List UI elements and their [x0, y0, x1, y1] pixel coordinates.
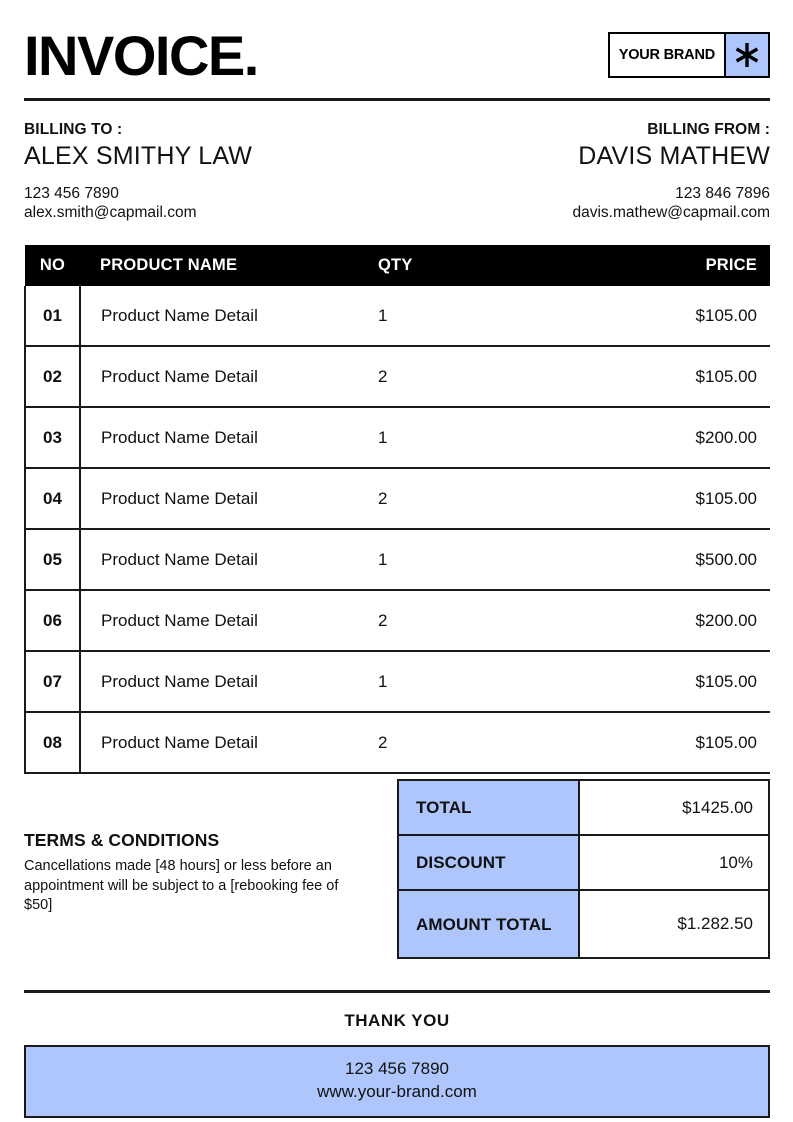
billing-to-email: alex.smith@capmail.com	[24, 204, 197, 222]
header-divider	[24, 98, 770, 101]
row-price: $200.00	[548, 407, 770, 470]
billing-from-label: BILLING FROM :	[647, 121, 770, 138]
column-header-price: PRICE	[548, 245, 770, 287]
totals-row-total: TOTAL $1425.00	[397, 779, 770, 837]
table-row: 06 Product Name Detail 2 $200.00	[24, 590, 770, 653]
row-qty: 2	[378, 346, 548, 409]
total-label: TOTAL	[397, 779, 580, 837]
row-number: 04	[24, 468, 81, 531]
row-product-name: Product Name Detail	[80, 346, 378, 409]
amount-total-label: AMOUNT TOTAL	[397, 889, 580, 960]
row-qty: 2	[378, 712, 548, 775]
billing-from-contact: 123 846 7896 davis.mathew@capmail.com	[573, 184, 771, 224]
table-row: 08 Product Name Detail 2 $105.00	[24, 712, 770, 775]
billing-to-name: ALEX SMITHY LAW	[24, 142, 253, 170]
thank-you-text: THANK YOU	[344, 1011, 450, 1031]
table-row: 05 Product Name Detail 1 $500.00	[24, 529, 770, 592]
invoice-header: INVOICE. YOUR BRAND	[24, 0, 770, 86]
row-qty: 1	[378, 529, 548, 592]
footer-phone: 123 456 7890	[345, 1059, 449, 1079]
table-row: 03 Product Name Detail 1 $200.00	[24, 407, 770, 470]
column-header-no: NO	[25, 245, 80, 287]
row-product-name: Product Name Detail	[80, 590, 378, 653]
terms-body: Cancellations made [48 hours] or less be…	[24, 858, 339, 914]
items-table-body: 01 Product Name Detail 1 $105.00 02 Prod…	[24, 286, 770, 775]
row-qty: 1	[378, 651, 548, 714]
row-price: $105.00	[548, 286, 770, 348]
table-row: 04 Product Name Detail 2 $105.00	[24, 468, 770, 531]
row-product-name: Product Name Detail	[80, 651, 378, 714]
row-product-name: Product Name Detail	[80, 468, 378, 531]
row-price: $105.00	[548, 712, 770, 775]
footer-divider	[24, 990, 770, 994]
billing-from-block: BILLING FROM : DAVIS MATHEW 123 846 7896…	[573, 121, 771, 223]
row-qty: 1	[378, 286, 548, 348]
row-number: 03	[24, 407, 81, 470]
row-number: 07	[24, 651, 81, 714]
discount-value: 10%	[578, 834, 770, 892]
row-number: 05	[24, 529, 81, 592]
row-price: $105.00	[548, 651, 770, 714]
discount-label: DISCOUNT	[397, 834, 580, 892]
billing-from-email: davis.mathew@capmail.com	[572, 204, 771, 222]
footer-website[interactable]: www.your-brand.com	[317, 1081, 477, 1101]
asterisk-icon	[724, 34, 768, 76]
column-header-product-name: PRODUCT NAME	[80, 245, 378, 287]
row-number: 02	[24, 346, 81, 409]
billing-to-phone: 123 456 7890	[24, 184, 119, 202]
billing-to-label: BILLING TO :	[24, 121, 123, 138]
row-qty: 1	[378, 407, 548, 470]
column-header-qty: QTY	[378, 245, 548, 287]
terms-block: TERMS & CONDITIONS Cancellations made [4…	[24, 774, 354, 916]
table-row: 07 Product Name Detail 1 $105.00	[24, 651, 770, 714]
summary-section: TERMS & CONDITIONS Cancellations made [4…	[24, 774, 770, 960]
brand-name-label: YOUR BRAND	[618, 47, 715, 63]
row-price: $500.00	[548, 529, 770, 592]
totals-row-amount-total: AMOUNT TOTAL $1.282.50	[397, 889, 770, 960]
row-price: $105.00	[548, 468, 770, 531]
amount-total-value: $1.282.50	[578, 889, 770, 960]
items-table-head: NO PRODUCT NAME QTY PRICE	[25, 245, 770, 287]
row-number: 06	[24, 590, 81, 653]
row-price: $105.00	[548, 346, 770, 409]
invoice-page: INVOICE. YOUR BRAND BILLING TO : ALEX SM…	[24, 0, 770, 1122]
totals-table: TOTAL $1425.00 DISCOUNT 10% AMOUNT TOTAL…	[397, 779, 770, 960]
row-product-name: Product Name Detail	[80, 407, 378, 470]
row-number: 08	[24, 712, 81, 775]
row-qty: 2	[378, 590, 548, 653]
totals-row-discount: DISCOUNT 10%	[397, 834, 770, 892]
row-number: 01	[24, 286, 81, 348]
billing-to-contact: 123 456 7890 alex.smith@capmail.com	[24, 184, 252, 224]
terms-title: TERMS & CONDITIONS	[24, 830, 220, 851]
brand-logo: YOUR BRAND	[607, 32, 770, 78]
billing-from-phone: 123 846 7896	[675, 184, 770, 202]
row-price: $200.00	[548, 590, 770, 653]
row-qty: 2	[378, 468, 548, 531]
row-product-name: Product Name Detail	[80, 712, 378, 775]
row-product-name: Product Name Detail	[80, 286, 378, 348]
items-table: NO PRODUCT NAME QTY PRICE 01 Product Nam…	[24, 245, 770, 775]
page-title: INVOICE.	[24, 24, 259, 87]
footer-contact-band: 123 456 7890 www.your-brand.com	[24, 1045, 770, 1119]
items-header-row: NO PRODUCT NAME QTY PRICE	[25, 245, 770, 287]
table-row: 02 Product Name Detail 2 $105.00	[24, 346, 770, 409]
billing-from-name: DAVIS MATHEW	[578, 142, 770, 170]
billing-section: BILLING TO : ALEX SMITHY LAW 123 456 789…	[24, 121, 770, 223]
billing-to-block: BILLING TO : ALEX SMITHY LAW 123 456 789…	[24, 121, 252, 223]
table-row: 01 Product Name Detail 1 $105.00	[24, 286, 770, 348]
row-product-name: Product Name Detail	[80, 529, 378, 592]
total-value: $1425.00	[578, 779, 770, 837]
